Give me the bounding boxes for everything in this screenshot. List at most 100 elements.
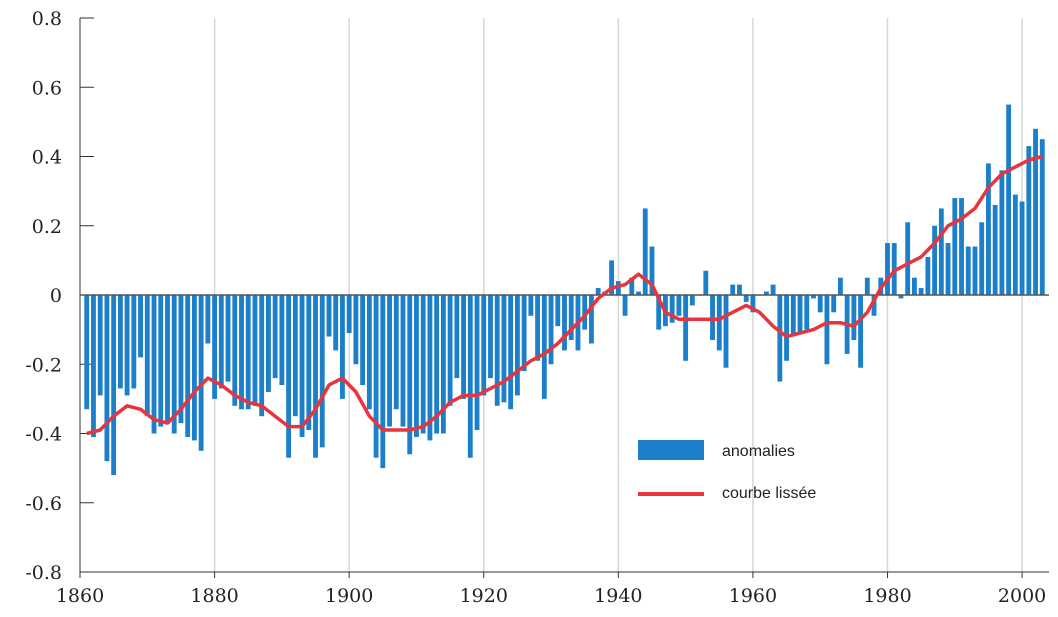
bar: [737, 284, 742, 295]
y-tick-label: 0.8: [32, 8, 62, 30]
bar: [965, 246, 971, 295]
bar: [286, 295, 292, 458]
bar: [407, 295, 413, 455]
bar: [1026, 146, 1032, 295]
y-tick-label: 0: [50, 285, 62, 307]
x-tick-label: 1900: [325, 585, 373, 607]
bar: [743, 295, 749, 302]
bar: [541, 295, 547, 399]
bar: [427, 295, 433, 441]
bar: [360, 295, 366, 386]
x-tick-label: 1980: [863, 585, 911, 607]
bar: [851, 295, 857, 341]
bar: [777, 295, 783, 382]
bar: [770, 284, 776, 295]
bar: [387, 295, 392, 427]
bar: [373, 295, 379, 458]
bar: [999, 170, 1005, 295]
y-tick-label: -0.6: [25, 493, 62, 515]
bar: [91, 295, 96, 437]
bar: [279, 295, 285, 386]
bar: [171, 295, 177, 434]
bar: [1039, 139, 1045, 295]
bar: [986, 163, 991, 295]
bar: [319, 295, 325, 448]
bar: [313, 295, 318, 458]
bar: [414, 295, 419, 437]
bar: [797, 295, 803, 334]
bar: [346, 295, 352, 334]
bar: [568, 295, 574, 341]
y-tick-label: 0.4: [32, 147, 62, 169]
x-tick-label: 1940: [594, 585, 642, 607]
y-tick-label: 0.2: [32, 216, 62, 238]
bar: [622, 295, 628, 316]
bar: [467, 295, 473, 458]
bar: [959, 198, 964, 295]
bar: [831, 295, 837, 313]
legend-label: courbe lissée: [722, 485, 816, 502]
bar: [353, 295, 359, 365]
bar: [676, 295, 682, 316]
bar: [555, 295, 561, 327]
x-tick-label: 1860: [56, 585, 104, 607]
bar: [669, 295, 675, 323]
bar: [306, 295, 312, 431]
bar: [588, 295, 594, 344]
bar: [750, 295, 756, 313]
bar: [905, 222, 911, 295]
bar: [165, 295, 170, 424]
bar: [239, 295, 244, 410]
bar: [864, 277, 870, 295]
bar: [649, 246, 655, 295]
bar: [1019, 201, 1025, 295]
bar: [299, 295, 305, 437]
bar: [763, 291, 769, 295]
bar: [528, 295, 534, 316]
bar: [817, 295, 823, 313]
bar: [205, 295, 211, 344]
bar: [1006, 104, 1012, 295]
bar: [131, 295, 137, 389]
bar: [885, 243, 890, 295]
bar: [178, 295, 184, 424]
bar: [689, 295, 695, 306]
bar: [535, 295, 541, 361]
bar: [252, 295, 258, 406]
bar: [595, 288, 601, 295]
bar: [716, 295, 722, 351]
bar: [1012, 194, 1018, 295]
bar: [326, 295, 332, 337]
bar: [333, 295, 339, 351]
bar: [151, 295, 157, 434]
bar: [400, 295, 406, 427]
bar: [218, 295, 224, 389]
bar: [790, 295, 796, 337]
bar: [420, 295, 426, 434]
bar: [609, 260, 615, 295]
bar: [366, 295, 372, 410]
bar: [198, 295, 204, 451]
bar: [925, 256, 931, 295]
bar: [730, 284, 736, 295]
bar: [454, 295, 460, 379]
bar: [97, 295, 103, 396]
bar: [508, 295, 514, 410]
bar: [945, 243, 951, 295]
bar: [1033, 128, 1038, 295]
bar: [804, 295, 810, 330]
smoothed-line: [86, 154, 1043, 436]
legend-label: anomalies: [722, 443, 795, 460]
bar: [104, 295, 110, 462]
y-tick-label: -0.2: [25, 354, 62, 376]
bar: [124, 295, 130, 396]
bar: [138, 295, 143, 358]
bar: [144, 295, 150, 417]
bar: [340, 295, 345, 399]
bar: [837, 277, 843, 295]
x-tick-label: 1960: [729, 585, 777, 607]
bar: [488, 295, 493, 379]
bar: [858, 295, 864, 368]
